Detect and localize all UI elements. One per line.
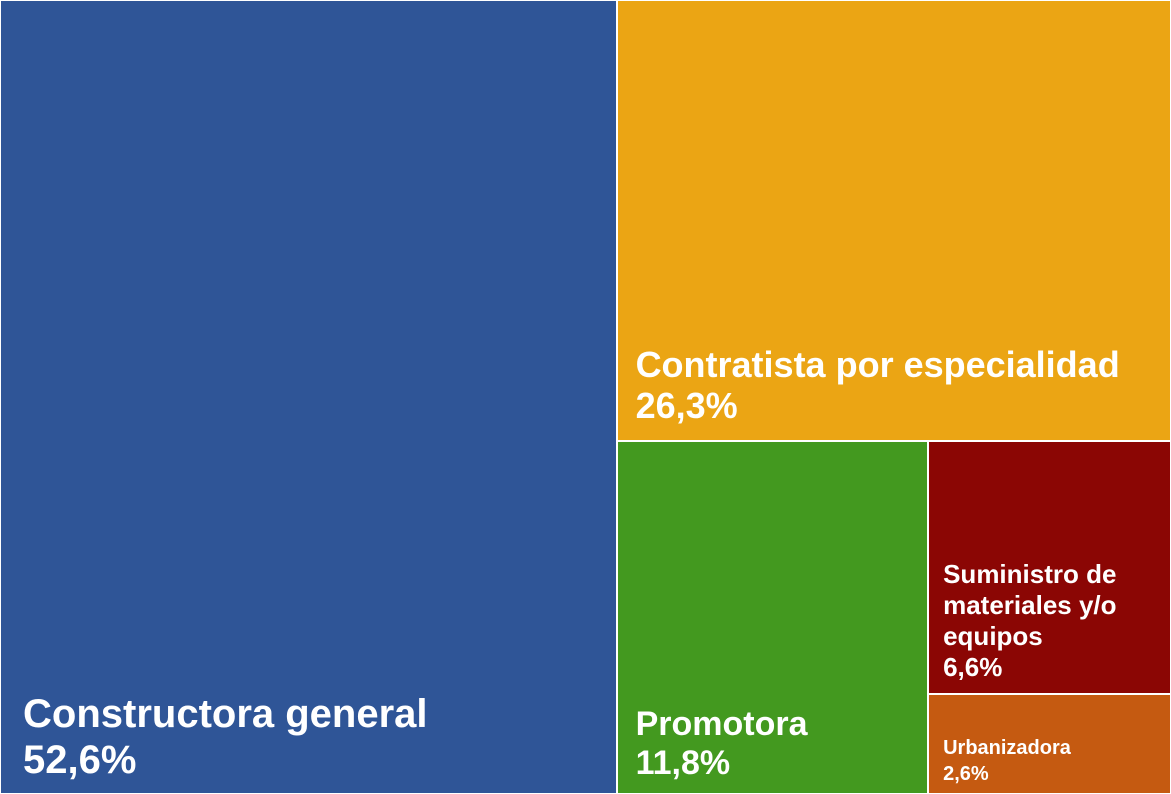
value-label: 2,6% <box>943 762 989 785</box>
cell-label: Suministro de materiales y/o equipos 6,6… <box>929 559 1170 694</box>
treemap-cell: Urbanizadora 2,6% <box>928 694 1171 794</box>
value-label: 6,6% <box>943 652 1003 683</box>
value-label: 52,6% <box>23 738 137 782</box>
value-label: 26,3% <box>635 385 738 427</box>
cell-label: Promotora 11,8% <box>618 705 812 793</box>
category-name: Constructora general <box>23 692 428 736</box>
cell-label: Constructora general 52,6% <box>1 691 432 793</box>
category-name: Contratista por especialidad <box>635 343 1120 385</box>
cell-label: Contratista por especialidad 26,3% <box>618 344 1170 441</box>
treemap-cell: Constructora general 52,6% <box>0 0 617 794</box>
value-label: 11,8% <box>635 743 731 782</box>
category-name: Suministro de materiales y/o equipos <box>943 558 1117 651</box>
treemap-cell: Contratista por especialidad 26,3% <box>616 0 1171 442</box>
treemap-cell: Promotora 11,8% <box>616 441 929 794</box>
treemap-cell: Suministro de materiales y/o equipos 6,6… <box>928 441 1171 695</box>
category-name: Urbanizadora <box>943 736 1071 759</box>
cell-label: Urbanizadora 2,6% <box>929 735 1075 793</box>
category-name: Promotora <box>635 704 808 743</box>
